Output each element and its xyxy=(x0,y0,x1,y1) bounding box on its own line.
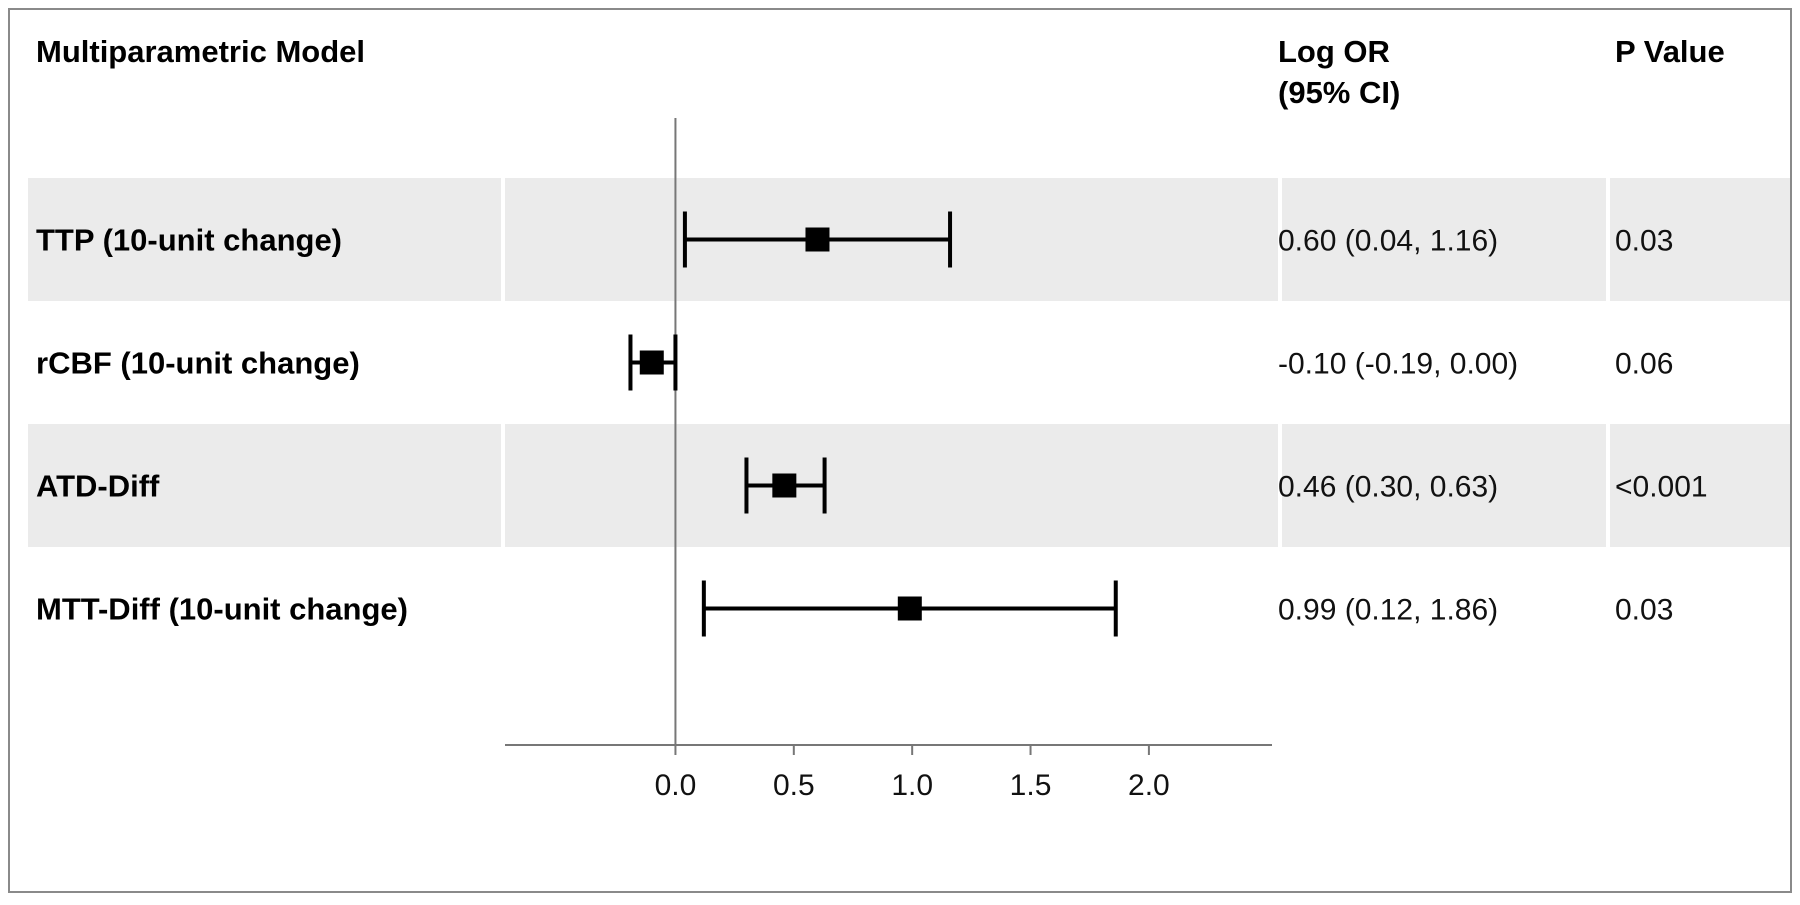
header-estimate-line1: Log OR xyxy=(1278,34,1390,69)
x-axis: 0.0 0.5 1.0 1.5 2.0 xyxy=(505,744,1272,802)
row-label: ATD-Diff xyxy=(36,469,160,504)
row-label: TTP (10-unit change) xyxy=(36,223,342,258)
row-band-estimate xyxy=(1282,178,1606,301)
header-pvalue: P Value xyxy=(1615,34,1725,69)
row-band-label xyxy=(28,178,501,301)
x-tick-label: 1.5 xyxy=(1010,769,1052,802)
row-band-plot xyxy=(505,424,1278,547)
figure-frame: Multiparametric Model Log OR (95% CI) P … xyxy=(8,8,1792,893)
row-pvalue-text: 0.03 xyxy=(1615,594,1673,627)
row-pvalue-text: 0.03 xyxy=(1615,225,1673,258)
row-bands xyxy=(28,178,1790,547)
x-tick-label: 1.0 xyxy=(891,769,933,802)
header-model: Multiparametric Model xyxy=(36,34,365,69)
row-band-label xyxy=(28,424,501,547)
x-tick-label: 2.0 xyxy=(1128,769,1170,802)
row-estimate-text: 0.99 (0.12, 1.86) xyxy=(1278,594,1498,627)
point-estimate-marker xyxy=(639,350,664,375)
header-estimate-line2: (95% CI) xyxy=(1278,75,1400,110)
x-tick-label: 0.0 xyxy=(655,769,697,802)
row-estimate-text: 0.60 (0.04, 1.16) xyxy=(1278,225,1498,258)
point-estimate-marker xyxy=(772,473,797,498)
point-estimate-marker xyxy=(897,596,922,621)
row-estimate-text: 0.46 (0.30, 0.63) xyxy=(1278,471,1498,504)
forest-rows: TTP (10-unit change) 0.60 (0.04, 1.16) 0.0… xyxy=(36,211,1708,637)
row-band-estimate xyxy=(1282,424,1606,547)
row-label: rCBF (10-unit change) xyxy=(36,346,360,381)
row-pvalue-text: <0.001 xyxy=(1615,471,1708,504)
forest-plot: Multiparametric Model Log OR (95% CI) P … xyxy=(28,34,1790,802)
x-tick-label: 0.5 xyxy=(773,769,815,802)
row-pvalue-text: 0.06 xyxy=(1615,348,1673,381)
row-band-pvalue xyxy=(1610,178,1790,301)
point-estimate-marker xyxy=(805,227,830,252)
column-headers: Multiparametric Model Log OR (95% CI) P … xyxy=(36,34,1725,110)
row-band-pvalue xyxy=(1610,424,1790,547)
row-estimate-text: -0.10 (-0.19, 0.00) xyxy=(1278,348,1518,381)
row-label: MTT-Diff (10-unit change) xyxy=(36,592,408,627)
